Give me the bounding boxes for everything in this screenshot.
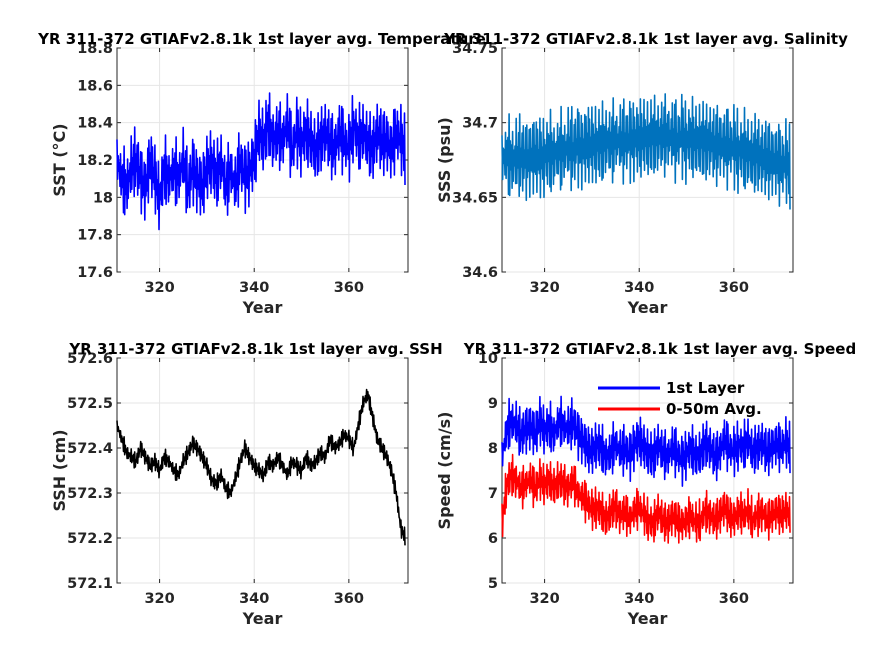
x-tick-label: 320 — [529, 591, 559, 607]
y-tick-label: 572.4 — [67, 441, 113, 457]
series-line-0 — [501, 395, 791, 487]
y-tick-label: 10 — [478, 351, 498, 367]
y-tick-label: 7 — [488, 486, 498, 502]
x-axis-label: Year — [627, 609, 668, 628]
x-axis-label: Year — [242, 298, 283, 317]
y-tick-label: 18.4 — [77, 116, 113, 132]
x-tick-label: 360 — [334, 280, 364, 296]
x-tick-label: 360 — [334, 591, 364, 607]
y-tick-label: 18.2 — [77, 153, 113, 169]
y-tick-label: 572.2 — [67, 531, 113, 547]
y-tick-label: 572.3 — [67, 486, 113, 502]
y-tick-label: 17.6 — [77, 265, 113, 281]
x-tick-label: 320 — [144, 591, 174, 607]
y-axis-label: SSH (cm) — [50, 429, 69, 511]
y-tick-label: 572.5 — [67, 396, 113, 412]
x-tick-label: 340 — [239, 280, 269, 296]
y-tick-label: 572.6 — [67, 351, 113, 367]
y-tick-label: 6 — [488, 531, 498, 547]
y-tick-label: 17.8 — [77, 228, 113, 244]
x-tick-label: 340 — [624, 591, 654, 607]
legend-label-1: 0-50m Avg. — [666, 400, 762, 418]
y-tick-label: 8 — [488, 441, 498, 457]
series-line-0 — [501, 93, 791, 210]
y-tick-label: 572.1 — [67, 576, 113, 592]
y-axis-label: SSS (psu) — [435, 117, 454, 203]
chart-title: YR 311-372 GTIAFv2.8.1k 1st layer avg. S… — [68, 340, 442, 358]
chart-title: YR 311-372 GTIAFv2.8.1k 1st layer avg. T… — [37, 30, 486, 48]
x-tick-label: 360 — [719, 591, 749, 607]
y-tick-label: 34.6 — [462, 265, 498, 281]
legend-label-0: 1st Layer — [666, 379, 745, 397]
chart-panel-3: 5 6 7 8 9 10 320 340 360 1st Layer 0-50m Avg. Year S… — [435, 340, 856, 628]
x-tick-label: 340 — [624, 280, 654, 296]
x-tick-label: 320 — [529, 280, 559, 296]
y-tick-label: 34.65 — [452, 190, 498, 206]
x-tick-label: 360 — [719, 280, 749, 296]
x-tick-label: 320 — [144, 280, 174, 296]
x-axis-label: Year — [627, 298, 668, 317]
y-tick-label: 9 — [488, 396, 498, 412]
x-tick-label: 340 — [239, 591, 269, 607]
y-axis-label: Speed (cm/s) — [435, 412, 454, 530]
y-tick-label: 18.8 — [77, 41, 113, 57]
chart-title: YR 311-372 GTIAFv2.8.1k 1st layer avg. S… — [463, 340, 856, 358]
chart-title: YR 311-372 GTIAFv2.8.1k 1st layer avg. S… — [443, 30, 848, 48]
chart-panel-2: 572.1 572.2 572.3 572.4 572.5 572.6 320 340 360 Y… — [50, 340, 443, 628]
chart-panel-0: 17.6 17.8 18 18.2 18.4 18.6 18.8 320 340 360 Year S… — [37, 30, 486, 317]
y-axis-label: SST (°C) — [50, 123, 69, 196]
x-axis-label: Year — [242, 609, 283, 628]
y-tick-label: 18 — [93, 190, 113, 206]
series-line-0 — [116, 388, 406, 546]
series-line-1 — [501, 453, 791, 544]
y-tick-label: 34.75 — [452, 41, 498, 57]
series-line-0 — [116, 92, 406, 231]
y-tick-label: 5 — [488, 576, 498, 592]
y-tick-label: 18.6 — [77, 78, 113, 94]
chart-panel-1: 34.6 34.65 34.7 34.75 320 340 360 Year SSS (psu)… — [435, 30, 848, 317]
y-tick-label: 34.7 — [462, 116, 498, 132]
